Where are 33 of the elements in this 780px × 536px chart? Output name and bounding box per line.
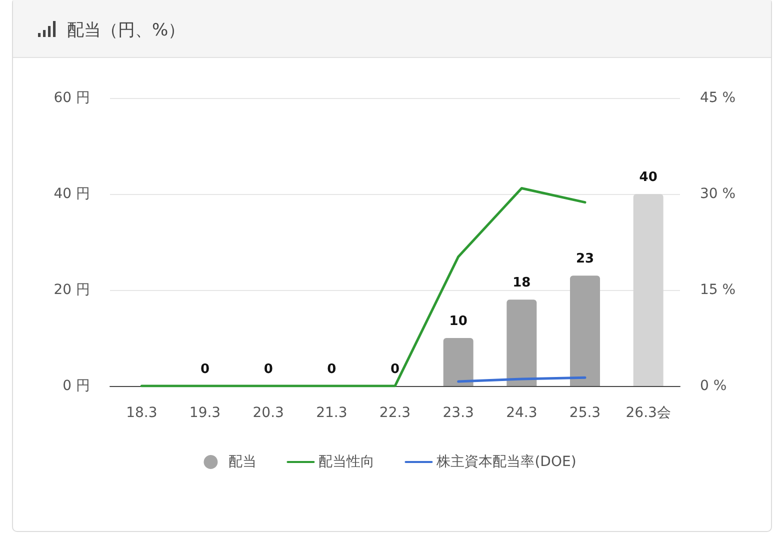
data-label: 10	[449, 314, 468, 329]
x-tick-label: 22.3	[379, 405, 411, 421]
legend-label: 配当性向	[318, 454, 375, 470]
y-tick-label: 60 円	[54, 90, 90, 106]
x-tick-label: 19.3	[189, 405, 221, 421]
legend-label: 株主資本配当率(DOE)	[436, 454, 576, 470]
y-tick-label: 40 円	[54, 186, 90, 202]
x-tick-label: 24.3	[506, 405, 538, 421]
x-tick-label: 23.3	[442, 405, 474, 421]
x-tick-label: 26.3会	[626, 405, 671, 421]
data-label: 40	[639, 170, 658, 185]
x-tick-label: 20.3	[252, 405, 284, 421]
x-tick-label: 18.3	[126, 405, 158, 421]
bar	[443, 338, 474, 386]
data-label: 0	[200, 362, 210, 377]
y2-tick-label: 15 %	[700, 282, 736, 298]
x-tick-label: 25.3	[569, 405, 601, 421]
y-tick-label: 20 円	[54, 282, 90, 298]
data-label: 18	[512, 276, 531, 291]
bar	[570, 276, 600, 386]
data-label: 23	[576, 252, 594, 267]
chart-title: 配当（円、%）	[67, 20, 186, 40]
y2-tick-label: 45 %	[700, 90, 736, 106]
bar	[633, 194, 664, 386]
y2-tick-label: 30 %	[700, 186, 736, 202]
x-tick-label: 21.3	[316, 405, 348, 421]
data-label: 0	[327, 362, 336, 377]
legend-label: 配当	[228, 454, 257, 470]
data-label: 0	[390, 362, 400, 377]
bar	[506, 300, 537, 386]
y-tick-label: 0 円	[62, 378, 90, 394]
data-label: 0	[264, 362, 273, 377]
y2-tick-label: 0 %	[700, 378, 727, 394]
